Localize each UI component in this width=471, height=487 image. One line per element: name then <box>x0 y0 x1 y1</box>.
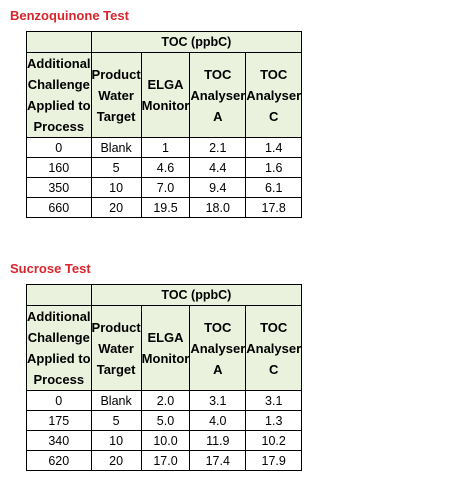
cell: 5.0 <box>140 410 191 431</box>
cell: 10 <box>90 177 142 198</box>
cell: 4.0 <box>189 410 247 431</box>
table-row: 160 5 4.6 4.4 1.6 <box>26 157 303 178</box>
cell: 1.3 <box>245 410 303 431</box>
cell: 3.1 <box>245 390 303 411</box>
table-row: 350 10 7.0 9.4 6.1 <box>26 177 303 198</box>
corner-cell <box>26 31 92 53</box>
cell: 3.1 <box>189 390 247 411</box>
cell: 10 <box>90 430 142 451</box>
benzoquinone-table: TOC (ppbC) Additional Challenge Applied … <box>26 31 303 218</box>
sucrose-title: Sucrose Test <box>10 261 91 276</box>
table-row: 660 20 19.5 18.0 17.8 <box>26 197 303 218</box>
col-header-analyser-c: TOC Analyser C <box>245 52 303 138</box>
cell: 20 <box>90 197 142 218</box>
col-header-target: Product Water Target <box>90 305 142 391</box>
col-header-analyser-a: TOC Analyser A <box>189 52 247 138</box>
cell: Blank <box>90 390 142 411</box>
benzoquinone-title: Benzoquinone Test <box>10 8 129 23</box>
cell: 620 <box>26 450 92 471</box>
cell: 11.9 <box>189 430 247 451</box>
cell: 660 <box>26 197 92 218</box>
cell: 5 <box>90 157 142 178</box>
cell: 160 <box>26 157 92 178</box>
cell: 10.2 <box>245 430 303 451</box>
sucrose-table: TOC (ppbC) Additional Challenge Applied … <box>26 284 303 471</box>
cell: 0 <box>26 390 92 411</box>
col-header-target: Product Water Target <box>90 52 142 138</box>
cell: 17.9 <box>245 450 303 471</box>
col-header-analyser-a: TOC Analyser A <box>189 305 247 391</box>
cell: 17.0 <box>140 450 191 471</box>
col-header-challenge: Additional Challenge Applied to Process <box>26 52 92 138</box>
cell: 340 <box>26 430 92 451</box>
cell: 10.0 <box>140 430 191 451</box>
cell: 2.0 <box>140 390 191 411</box>
cell: 4.4 <box>189 157 247 178</box>
cell: 19.5 <box>140 197 191 218</box>
cell: 5 <box>90 410 142 431</box>
cell: 2.1 <box>189 137 247 158</box>
col-header-analyser-c: TOC Analyser C <box>245 305 303 391</box>
cell: 175 <box>26 410 92 431</box>
toc-group-header: TOC (ppbC) <box>90 284 303 306</box>
cell: 17.8 <box>245 197 303 218</box>
col-header-elga: ELGA Monitor <box>140 305 191 391</box>
cell: 0 <box>26 137 92 158</box>
cell: Blank <box>90 137 142 158</box>
cell: 17.4 <box>189 450 247 471</box>
table-row: 175 5 5.0 4.0 1.3 <box>26 410 303 431</box>
cell: 350 <box>26 177 92 198</box>
table-row: 620 20 17.0 17.4 17.9 <box>26 450 303 471</box>
col-header-challenge: Additional Challenge Applied to Process <box>26 305 92 391</box>
col-header-elga: ELGA Monitor <box>140 52 191 138</box>
cell: 18.0 <box>189 197 247 218</box>
cell: 9.4 <box>189 177 247 198</box>
toc-group-header: TOC (ppbC) <box>90 31 303 53</box>
table-row: 340 10 10.0 11.9 10.2 <box>26 430 303 451</box>
cell: 20 <box>90 450 142 471</box>
corner-cell <box>26 284 92 306</box>
cell: 1.4 <box>245 137 303 158</box>
cell: 1.6 <box>245 157 303 178</box>
cell: 6.1 <box>245 177 303 198</box>
table-row: 0 Blank 2.0 3.1 3.1 <box>26 390 303 411</box>
cell: 4.6 <box>140 157 191 178</box>
table-row: 0 Blank 1 2.1 1.4 <box>26 137 303 158</box>
cell: 1 <box>140 137 191 158</box>
cell: 7.0 <box>140 177 191 198</box>
